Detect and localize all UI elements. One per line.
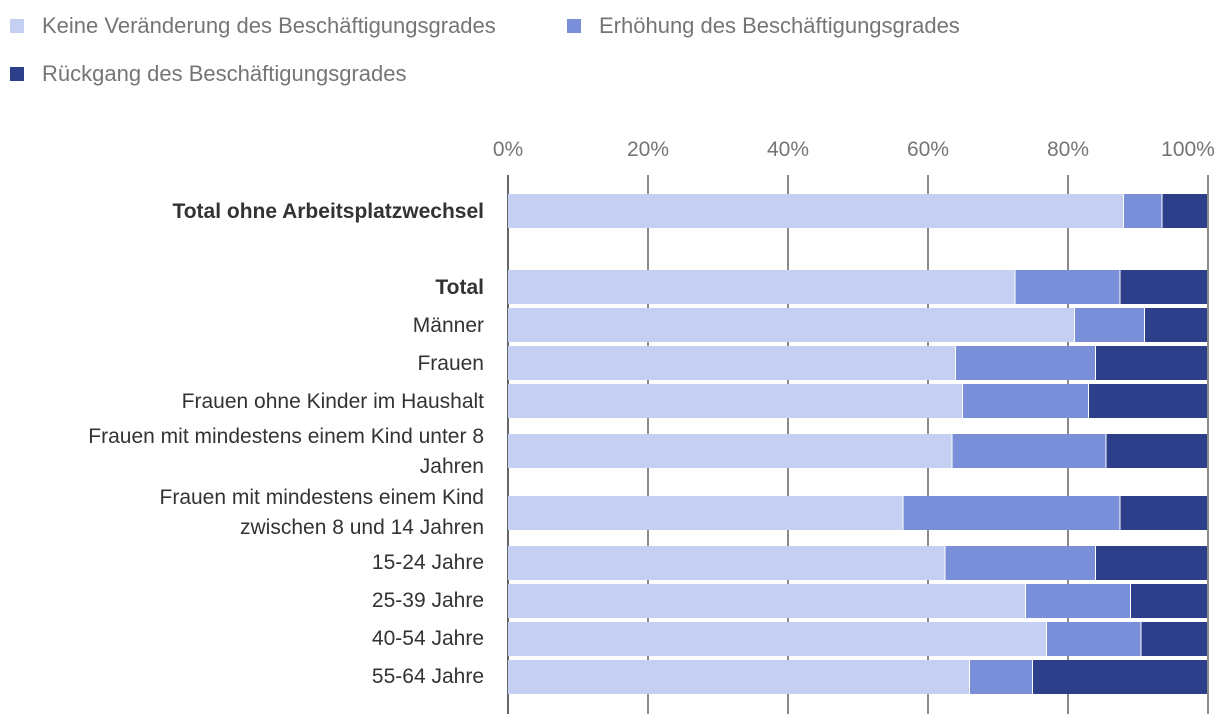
bar-segment-series0-row2[interactable] xyxy=(508,308,1074,342)
bar-segment-series1-row1[interactable] xyxy=(1015,270,1120,304)
x-tick-label: 40% xyxy=(766,138,810,161)
legend-swatch-erhoehung xyxy=(567,19,581,33)
category-label: 55-64 Jahre xyxy=(4,662,484,692)
legend-label-erhoehung: Erhöhung des Beschäftigungsgrades xyxy=(599,13,960,38)
category-label: 15-24 Jahre xyxy=(4,548,484,578)
bar-segment-series2-row6[interactable] xyxy=(1120,496,1208,530)
category-label-line: Total xyxy=(435,276,484,299)
x-tick-label: 80% xyxy=(1046,138,1090,161)
bar-segment-series0-row0[interactable] xyxy=(508,194,1123,228)
bar-segment-series1-row0[interactable] xyxy=(1124,194,1162,228)
bar-segment-series0-row9[interactable] xyxy=(508,622,1046,656)
category-label: 40-54 Jahre xyxy=(4,624,484,654)
category-label: Frauen xyxy=(4,349,484,379)
bar-segment-series1-row6[interactable] xyxy=(903,496,1120,530)
bar-segment-series2-row5[interactable] xyxy=(1106,434,1208,468)
bar-segment-series2-row1[interactable] xyxy=(1120,270,1208,304)
category-label: Männer xyxy=(4,311,484,341)
bar-segment-series0-row10[interactable] xyxy=(508,660,969,694)
category-label: Frauen mit mindestens einem Kind zwischen… xyxy=(4,483,485,543)
category-label: 25-39 Jahre xyxy=(4,586,484,616)
category-label: Frauen mit mindestens einem Kind unter 8… xyxy=(4,422,484,482)
chart-legend: Keine Veränderung des Beschäftigungsgrad… xyxy=(10,0,1210,100)
bar-segment-series0-row8[interactable] xyxy=(508,584,1025,618)
category-label-line: Jahren xyxy=(419,455,484,478)
bar-segment-series0-row1[interactable] xyxy=(508,270,1015,304)
x-tick-label: 60% xyxy=(906,138,950,161)
bar-segment-series0-row3[interactable] xyxy=(508,346,955,380)
bar-segment-series2-row0[interactable] xyxy=(1162,194,1208,228)
bar-segment-series1-row7[interactable] xyxy=(945,546,1096,580)
legend-item-erhoehung[interactable]: Erhöhung des Beschäftigungsgrades xyxy=(567,10,960,42)
bar-segment-series1-row10[interactable] xyxy=(970,660,1032,694)
category-label-line: Frauen mit mindestens einem Kind xyxy=(159,486,485,509)
legend-label-rueckgang: Rückgang des Beschäftigungsgrades xyxy=(42,61,407,86)
category-label: Total ohne Arbeitsplatzwechsel xyxy=(4,197,484,227)
bar-segment-series2-row3[interactable] xyxy=(1096,346,1207,380)
bar-segment-series2-row9[interactable] xyxy=(1141,622,1208,656)
bar-segment-series0-row6[interactable] xyxy=(508,496,903,530)
category-label: Total xyxy=(4,273,484,303)
category-label-line: Frauen ohne Kinder im Haushalt xyxy=(181,390,484,413)
legend-swatch-rueckgang xyxy=(10,67,24,81)
bar-segment-series1-row4[interactable] xyxy=(963,384,1088,418)
category-label-line: Männer xyxy=(412,314,484,337)
bar-segment-series2-row8[interactable] xyxy=(1131,584,1207,618)
bar-segment-series1-row2[interactable] xyxy=(1075,308,1144,342)
x-tick-label: 20% xyxy=(626,138,670,161)
bar-segment-series1-row9[interactable] xyxy=(1047,622,1141,656)
category-label-line: 55-64 Jahre xyxy=(371,665,484,688)
category-label-line: Frauen mit mindestens einem Kind unter 8 xyxy=(88,425,484,448)
bar-segment-series2-row7[interactable] xyxy=(1096,546,1207,580)
bar-segment-series1-row3[interactable] xyxy=(956,346,1095,380)
bar-segment-series1-row5[interactable] xyxy=(952,434,1106,468)
legend-item-keine-veraenderung[interactable]: Keine Veränderung des Beschäftigungsgrad… xyxy=(10,10,496,42)
category-label-line: 40-54 Jahre xyxy=(371,627,484,650)
category-label: Frauen ohne Kinder im Haushalt xyxy=(4,387,484,417)
bar-segment-series0-row5[interactable] xyxy=(508,434,952,468)
bar-segment-series0-row4[interactable] xyxy=(508,384,962,418)
category-label-line: Frauen xyxy=(417,352,484,375)
category-label-line: Total ohne Arbeitsplatzwechsel xyxy=(172,200,484,223)
legend-swatch-keine-veraenderung xyxy=(10,19,24,33)
bar-segment-series2-row10[interactable] xyxy=(1033,660,1207,694)
bar-segment-series2-row4[interactable] xyxy=(1089,384,1207,418)
x-tick-label: 100% xyxy=(1161,138,1215,161)
category-label-line: 15-24 Jahre xyxy=(371,551,484,574)
legend-label-keine-veraenderung: Keine Veränderung des Beschäftigungsgrad… xyxy=(42,13,496,38)
category-label-line: 25-39 Jahre xyxy=(371,589,484,612)
category-label-line: zwischen 8 und 14 Jahren xyxy=(240,516,484,539)
x-tick-label: 0% xyxy=(492,138,524,161)
bar-segment-series0-row7[interactable] xyxy=(508,546,945,580)
bar-segment-series2-row2[interactable] xyxy=(1145,308,1207,342)
legend-item-rueckgang[interactable]: Rückgang des Beschäftigungsgrades xyxy=(10,58,406,90)
bar-segment-series1-row8[interactable] xyxy=(1026,584,1130,618)
